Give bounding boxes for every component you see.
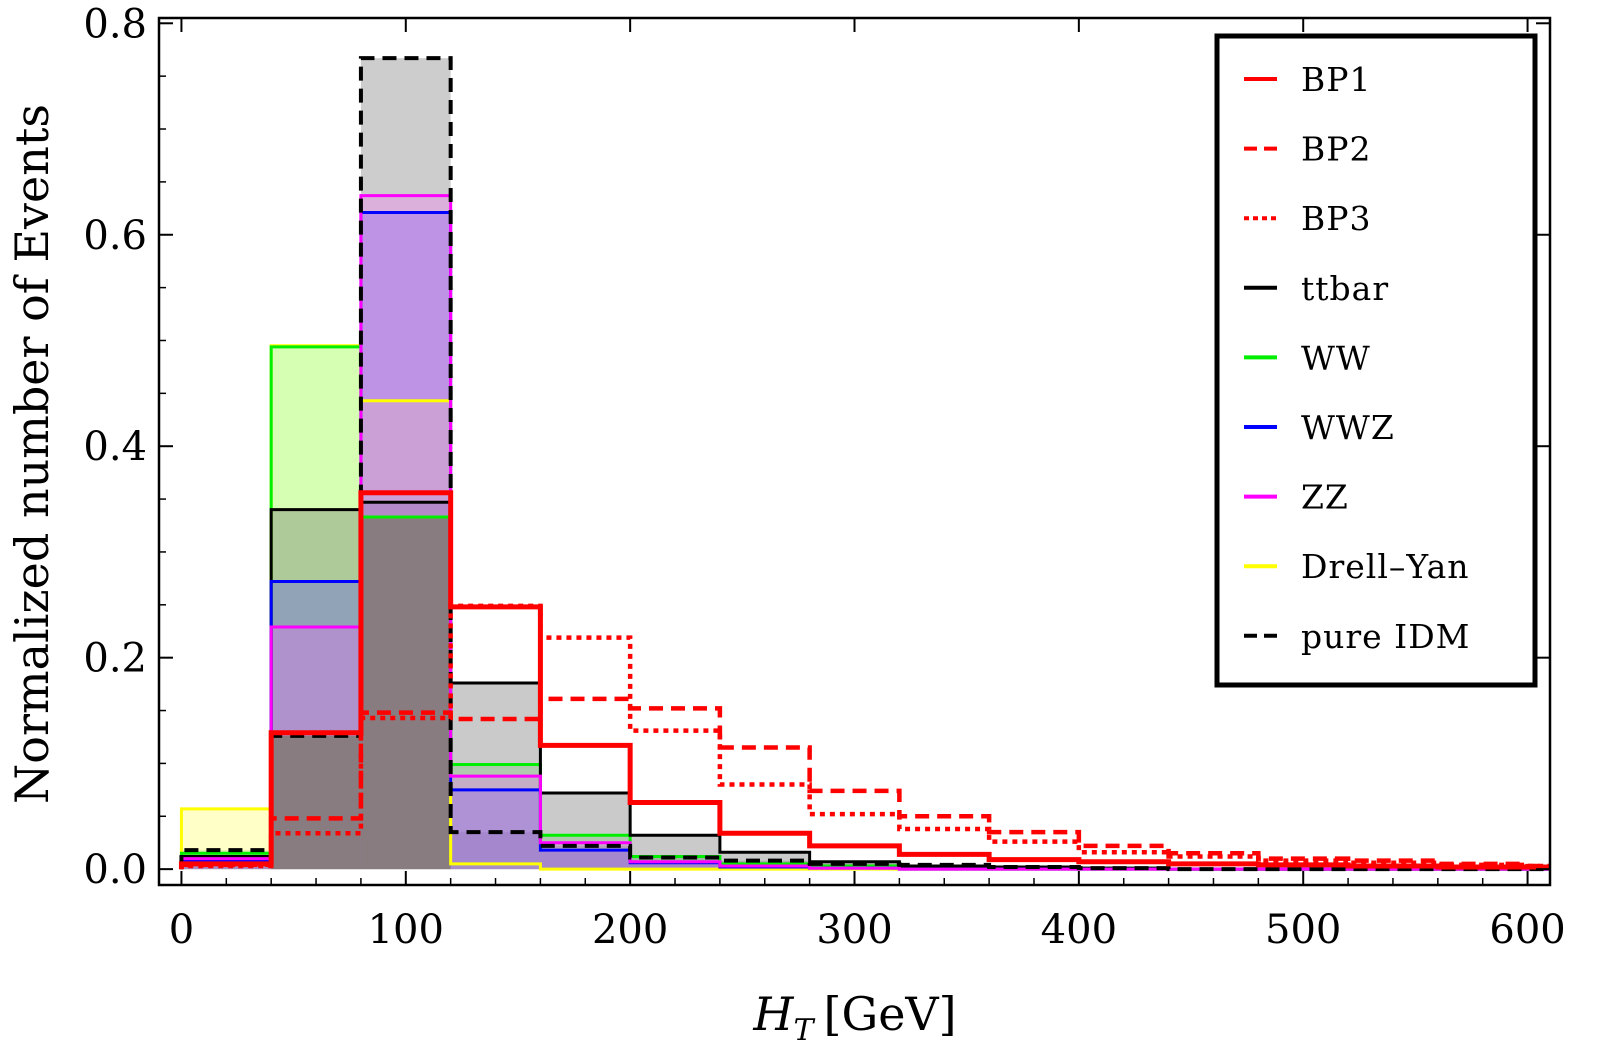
bar-ttbar-bin-4 [540,793,631,870]
bar-wwz-bin-4 [540,850,631,870]
legend-box [1214,33,1538,688]
x-tick-label: 200 [592,907,668,953]
legend-label: BP3 [1301,199,1371,238]
x-axis-label-unit: [GeV] [824,987,957,1041]
x-tick-label: 100 [368,907,444,953]
bar-wwz-bin-3 [450,789,541,870]
x-axis-label-subscript: T [794,1013,816,1048]
bar-zz-bin-3 [450,776,541,870]
legend-item-bp1: BP1 [1244,60,1371,99]
series-bp2 [179,696,1550,870]
legend-label: ttbar [1301,269,1389,308]
legend-label: BP1 [1301,60,1371,99]
bar-drell-yan-bin-3 [450,863,541,870]
x-tick-label: 400 [1041,907,1117,953]
y-tick-label: 0.6 [83,213,147,259]
x-tick-label: 500 [1265,907,1341,953]
legend-item-pure-idm: pure IDM [1244,617,1470,656]
bar-overlap-bin-1 [360,517,451,870]
y-axis-ticks: 0.0 0.2 0.4 0.6 0.8 [83,1,1550,893]
series-bp1 [178,490,1550,870]
bar-pure-idm-bin-4 [540,845,631,870]
x-tick-label: 600 [1489,907,1565,953]
x-axis-ticks: 0 100 200 300 400 500 600 [169,18,1566,953]
y-tick-label: 0.2 [83,636,147,682]
y-tick-label: 0.8 [83,1,147,47]
legend-label: WW [1301,338,1371,377]
legend-label: Drell–Yan [1301,547,1470,586]
x-tick-label: 0 [169,907,194,953]
bar-wwz-bin-5 [630,862,720,870]
bar-ww-bin-3 [450,764,541,870]
legend-item-ttbar: ttbar [1244,269,1389,308]
x-axis-label-variable: H [752,987,794,1041]
bar-zz-bin-5 [630,861,720,870]
legend-item-zz: ZZ [1244,478,1349,517]
legend-label: pure IDM [1301,617,1470,656]
signal-histograms [178,490,1550,870]
legend-label: ZZ [1301,478,1349,517]
legend-item-drell-yan: Drell–Yan [1244,547,1470,586]
series-bp3 [179,603,1550,870]
legend-item-wwz: WWZ [1244,408,1395,447]
legend-label: WWZ [1301,408,1395,447]
bar-overlap-bin-0 [271,735,361,870]
bar-ww-bin-4 [540,835,631,870]
legend-item-bp3: BP3 [1244,199,1371,238]
histogram-fills [181,58,1169,870]
legend-label: BP2 [1301,130,1371,169]
x-axis-label: HT [GeV] [752,987,956,1048]
legend: BP1 BP2 BP3 ttbar WW WWZ ZZ Drell–Yan pure IDM [1214,33,1538,688]
legend-item-bp2: BP2 [1244,130,1371,169]
y-tick-label: 0.4 [83,424,147,470]
y-axis-label: Normalized number of Events [5,104,59,804]
x-tick-label: 300 [816,907,892,953]
y-tick-label: 0.0 [83,847,147,893]
legend-item-ww: WW [1244,338,1371,377]
